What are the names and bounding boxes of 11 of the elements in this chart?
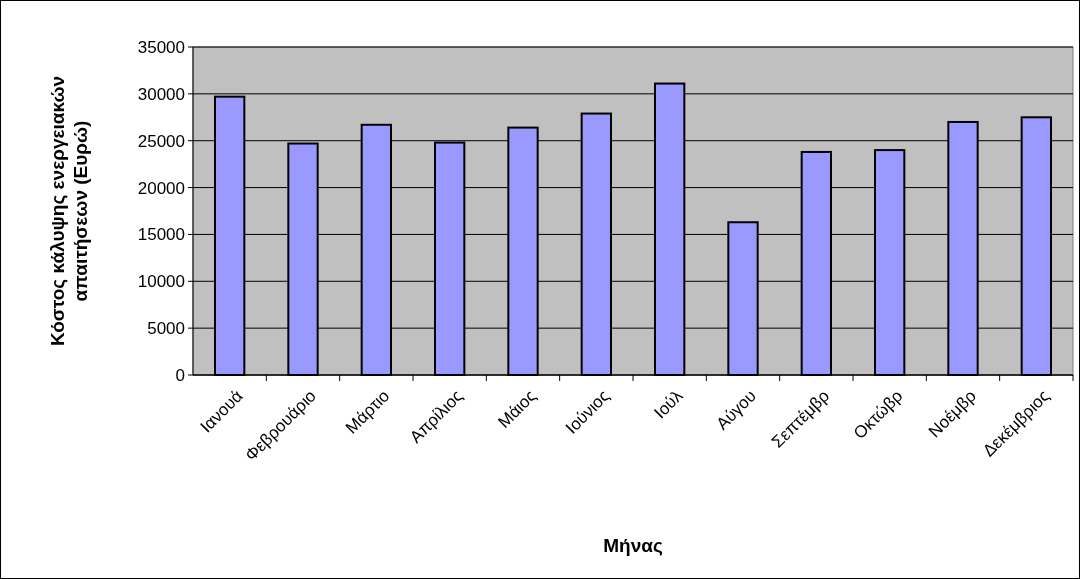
x-tick-label: Ιούλ — [650, 386, 687, 423]
y-tick-label: 0 — [175, 365, 185, 385]
y-tick-label: 5000 — [147, 319, 185, 339]
y-tick-label: 30000 — [137, 84, 185, 104]
y-tick-label: 35000 — [137, 37, 185, 57]
y-axis-title: Κόστος κάλυψης ενεργειακών απαιτήσεων (Ευρώ) — [46, 75, 92, 347]
x-axis-title: Μήνας — [603, 535, 663, 556]
y-tick-label: 25000 — [137, 131, 185, 151]
y-tick-label: 20000 — [137, 178, 185, 198]
y-tick-label: 10000 — [137, 272, 185, 292]
y-tick-label: 15000 — [137, 225, 185, 245]
